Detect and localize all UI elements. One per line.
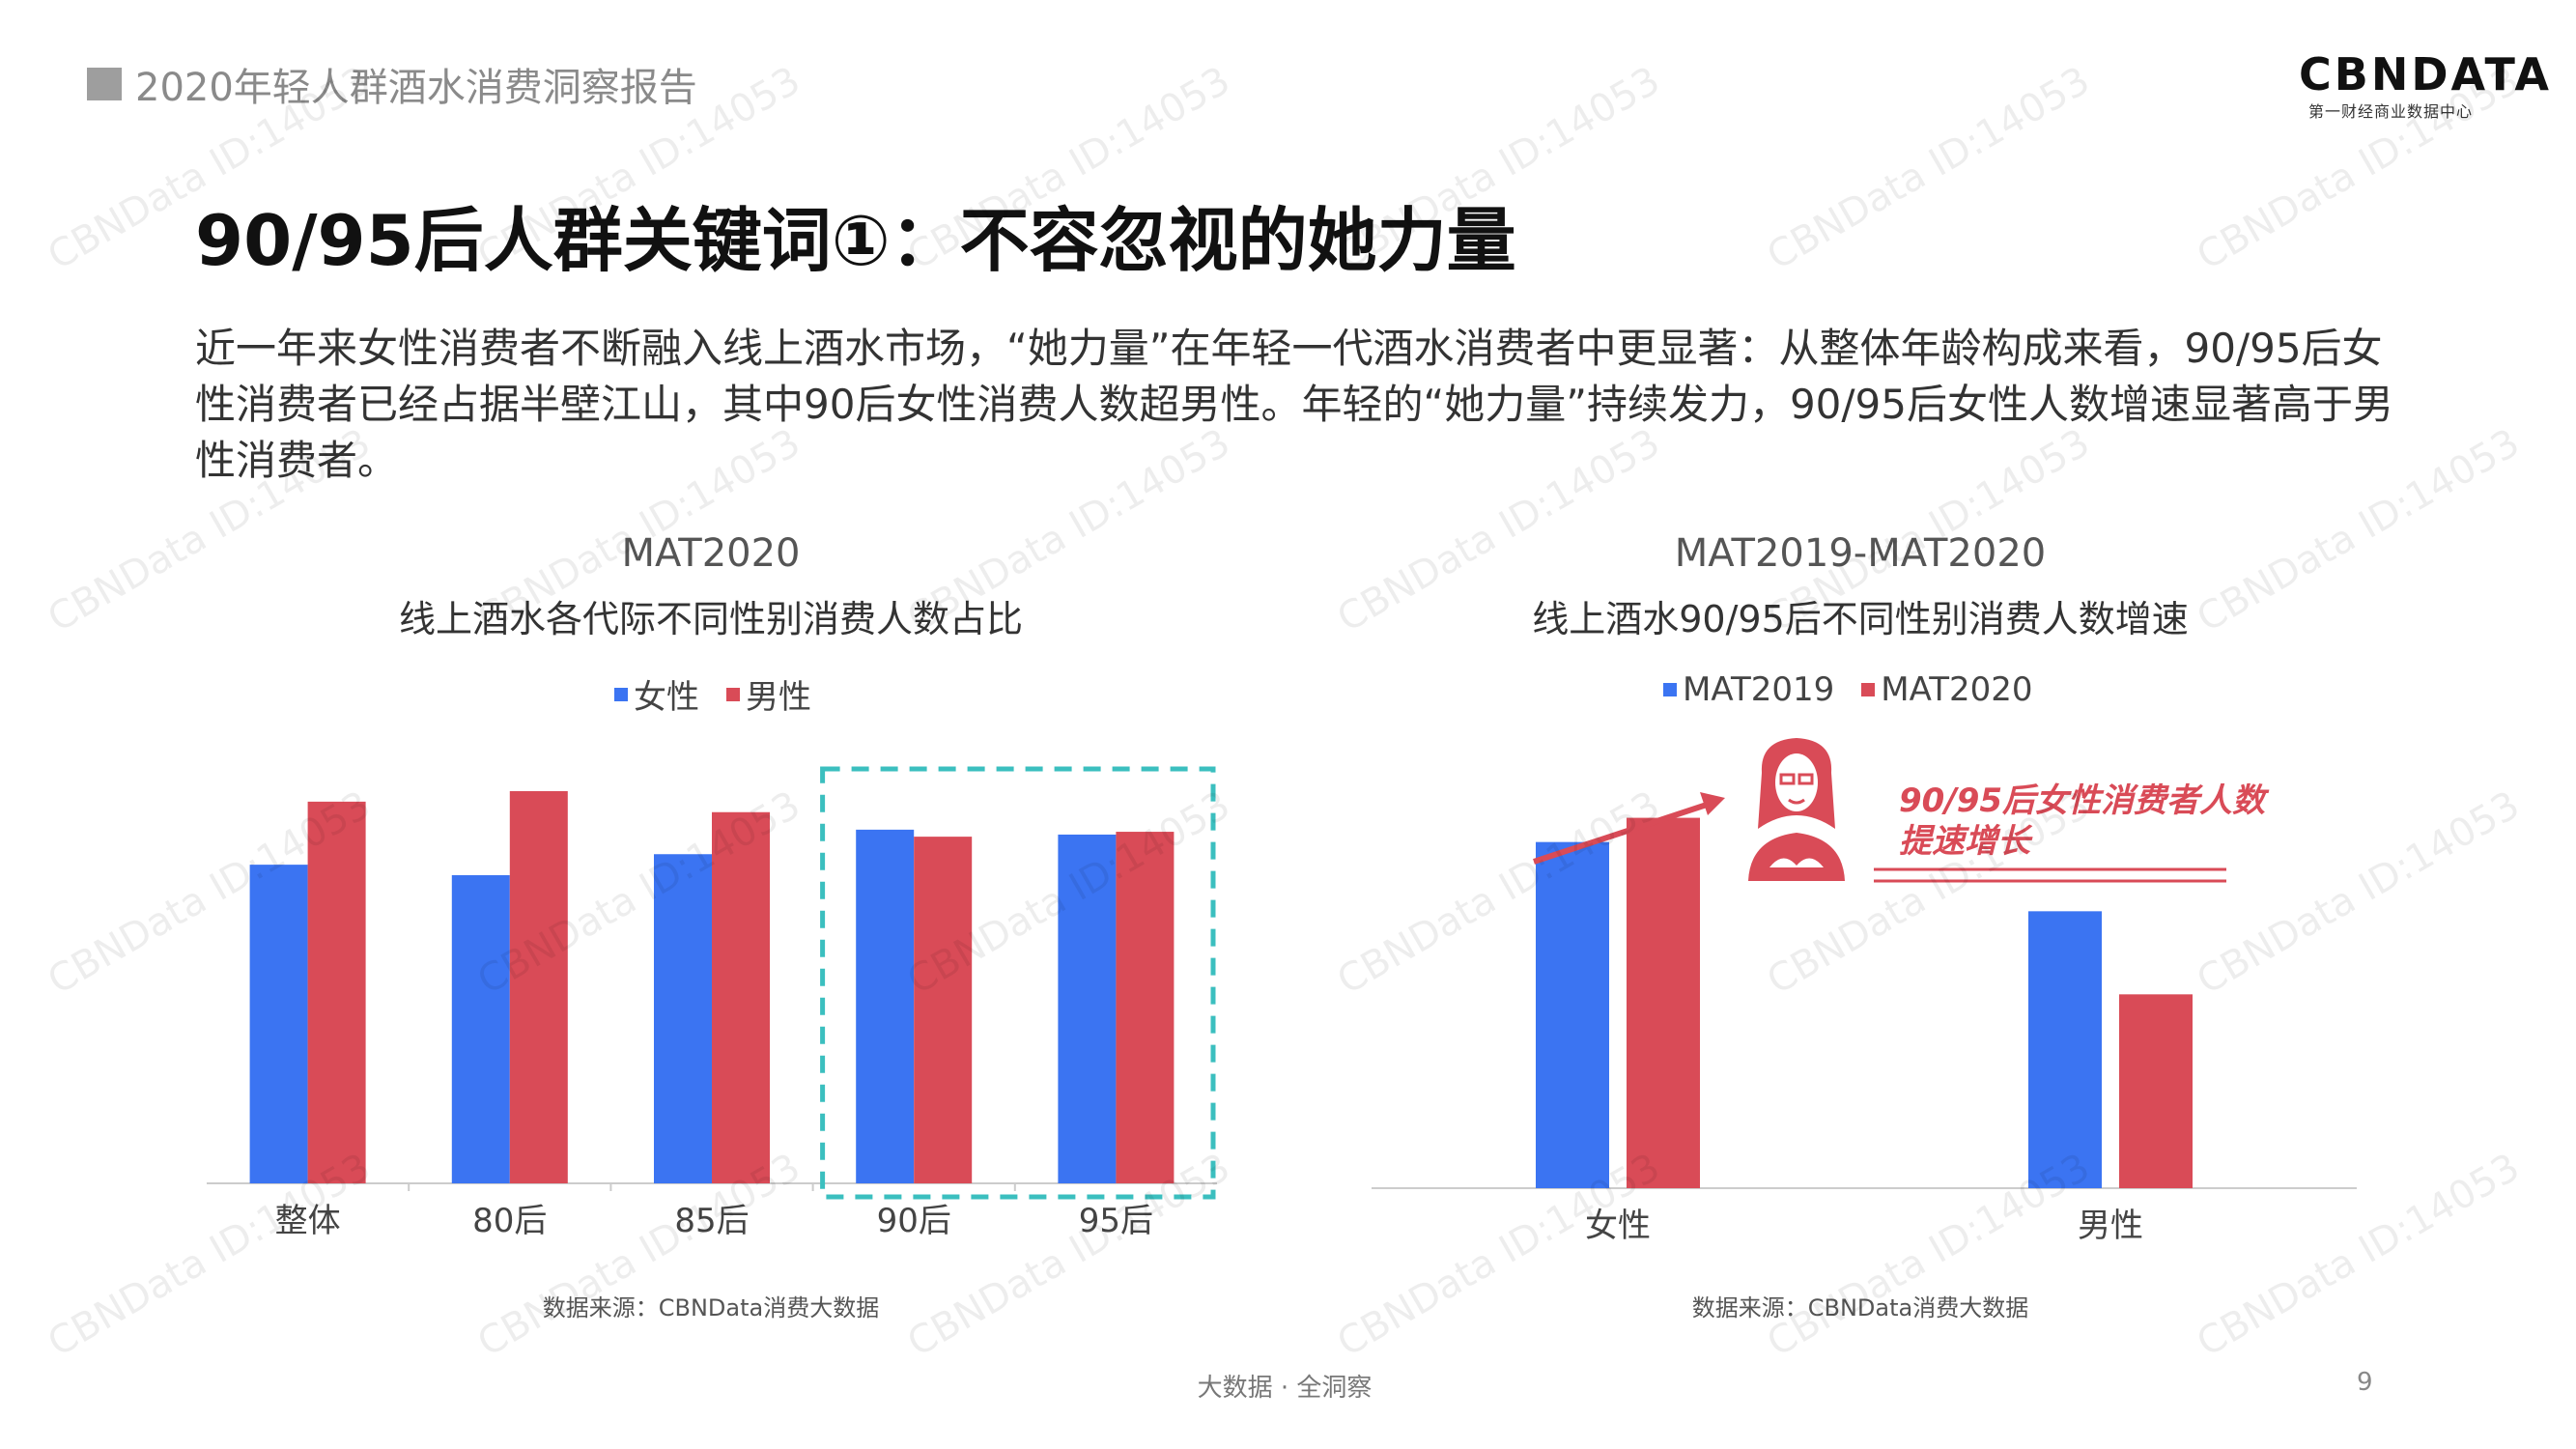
chart1-subtitle: 线上酒水各代际不同性别消费人数占比 (398, 598, 1023, 640)
legend-swatch-red (726, 687, 740, 701)
chart1-legend-item-male: 男性 (726, 670, 811, 718)
chart2-legend-item-2019: MAT2019 (1663, 670, 1834, 709)
chart1-bar-female (249, 865, 308, 1183)
chart1-x-tick-label: 90后 (877, 1202, 951, 1240)
chart1-source: 数据来源：CBNData消费大数据 (542, 1294, 880, 1321)
chart1-bar-female (451, 875, 510, 1183)
chart2-annotation-line: 90/95后女性消费者人数 (1899, 781, 2270, 820)
watermark-text: CBNData ID:14053 (1760, 58, 2097, 278)
chart2-bar-mat2020 (1627, 817, 1700, 1188)
chart1-x-tick-label: 整体 (275, 1202, 341, 1240)
chart1-bar-male (914, 837, 973, 1183)
chart1-x-tick-label: 95后 (1079, 1202, 1153, 1240)
cbndata-logo-subtitle: 第一财经商业数据中心 (2308, 102, 2474, 121)
chart1-legend-item-female: 女性 (614, 670, 699, 718)
woman-avatar-icon (1748, 738, 1845, 881)
chart1-bar-female (1058, 834, 1117, 1183)
chart1-bar-male (712, 811, 770, 1183)
chart1-bar-female (654, 854, 712, 1183)
chart2-x-tick-label: 男性 (2078, 1207, 2143, 1245)
chart1-highlight-box (820, 766, 1216, 1200)
chart2-legend-label: MAT2020 (1881, 670, 2033, 709)
chart2-bar-mat2020 (2119, 994, 2193, 1188)
cbndata-logo: CBNDATA (2299, 48, 2552, 100)
chart1-legend-label: 男性 (746, 678, 811, 717)
chart2-legend-label: MAT2019 (1683, 670, 1835, 709)
chart1-x-tick-label: 80后 (472, 1202, 547, 1240)
chart1-x-tick-label: 85后 (674, 1202, 749, 1240)
chart1-bar-male (509, 791, 568, 1183)
legend-swatch-blue (614, 687, 628, 701)
chart2-bar-mat2019 (1536, 841, 1609, 1188)
chart2-annotation-line: 提速增长 (1899, 822, 2033, 861)
chart2-legend: MAT2019 MAT2020 (1663, 670, 2051, 709)
chart2-source: 数据来源：CBNData消费大数据 (1691, 1294, 2029, 1321)
report-marker-square (87, 68, 122, 100)
legend-swatch-red (1861, 683, 1876, 696)
chart2-x-tick-label: 女性 (1585, 1207, 1651, 1245)
chart2-title: MAT2019-MAT2020 (1674, 531, 2047, 576)
chart1-title: MAT2020 (621, 531, 801, 576)
intro-paragraph: 近一年来女性消费者不断融入线上酒水市场，“她力量”在年轻一代酒水消费者中更显著：… (195, 325, 2394, 484)
chart1-bar-male (307, 801, 366, 1183)
chart1-legend-label: 女性 (634, 678, 699, 717)
chart2-bar-mat2019 (2028, 911, 2102, 1188)
page-heading: 90/95后人群关键词①：不容忽视的她力量 (195, 200, 1516, 281)
chart1-bar-female (856, 829, 915, 1183)
chart1-bar-male (1116, 832, 1175, 1183)
report-title: 2020年轻人群酒水消费洞察报告 (135, 66, 697, 110)
chart1-plot: 整体 80后 85后 90后 95后 (207, 766, 1217, 1240)
growth-arrow-line (1533, 801, 1711, 865)
page-number: 9 (2357, 1368, 2373, 1397)
chart2-subtitle: 线上酒水90/95后不同性别消费人数增速 (1532, 598, 2189, 640)
footer-tagline: 大数据 · 全洞察 (1197, 1374, 1373, 1403)
chart2-legend-item-2020: MAT2020 (1861, 670, 2033, 709)
chart1-legend: 女性 男性 (614, 670, 829, 718)
growth-arrow-head (1700, 792, 1725, 815)
legend-swatch-blue (1663, 683, 1677, 696)
